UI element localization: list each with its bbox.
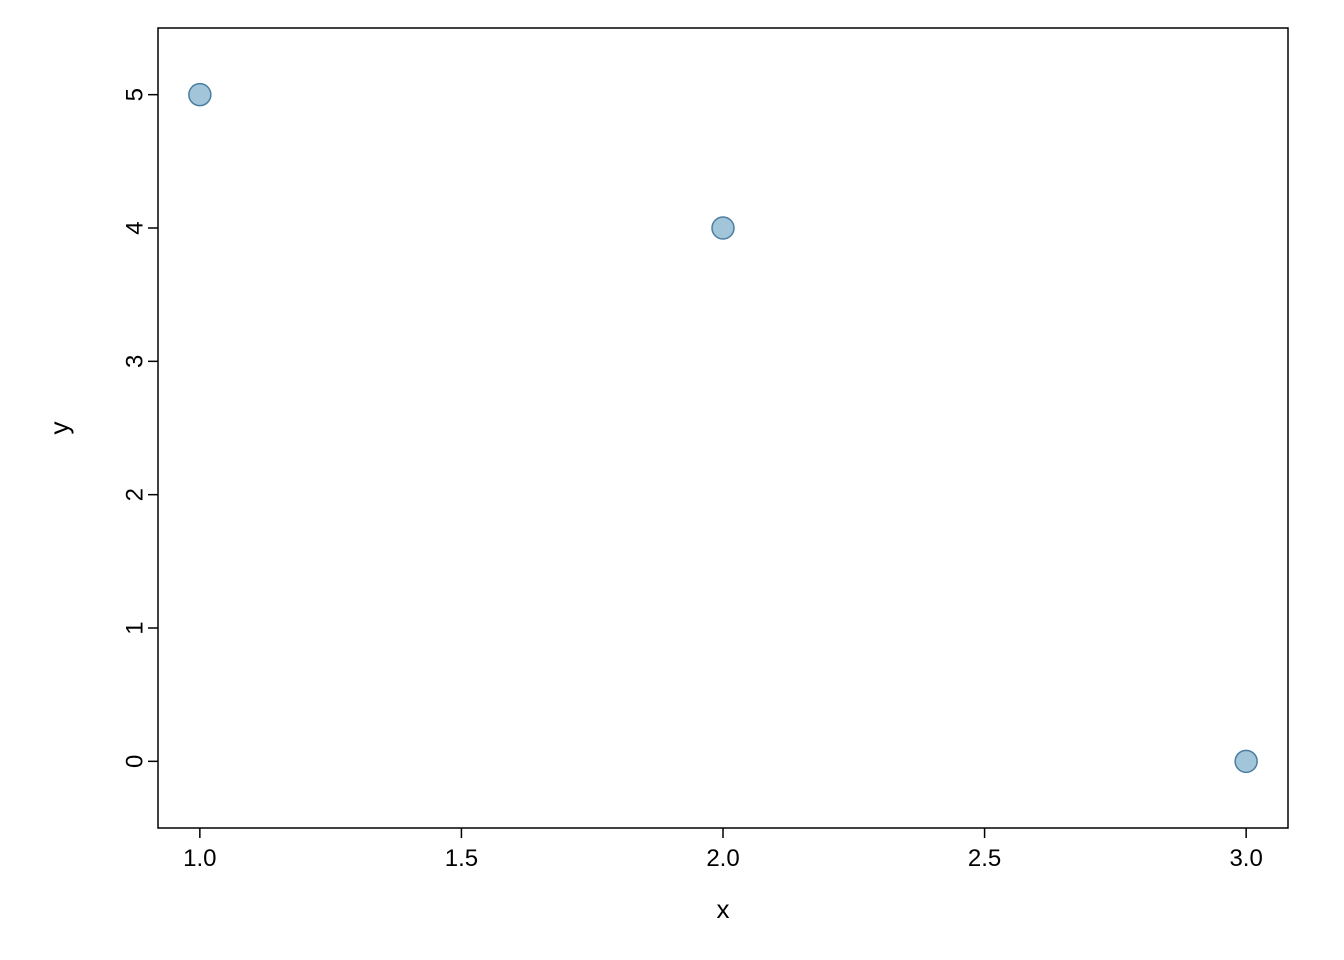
x-tick-label: 1.0 xyxy=(183,845,216,872)
data-point xyxy=(1235,750,1257,772)
y-tick-label: 2 xyxy=(121,488,148,501)
x-tick-label: 2.0 xyxy=(706,845,739,872)
data-point xyxy=(712,217,734,239)
y-axis-label: y xyxy=(44,422,74,435)
x-tick-label: 1.5 xyxy=(445,845,478,872)
y-tick-label: 5 xyxy=(121,88,148,101)
scatter-chart: 1.0 1.5 2.0 2.5 3.0 x 0 1 2 3 4 5 y xyxy=(0,0,1344,960)
x-tick-label: 3.0 xyxy=(1229,845,1262,872)
plot-border xyxy=(158,28,1288,828)
x-axis-label: x xyxy=(717,894,730,924)
data-point xyxy=(189,84,211,106)
x-tick-label: 2.5 xyxy=(968,845,1001,872)
chart-svg: 1.0 1.5 2.0 2.5 3.0 x 0 1 2 3 4 5 y xyxy=(0,0,1344,960)
y-tick-label: 0 xyxy=(121,755,148,768)
y-tick-label: 4 xyxy=(121,221,148,234)
y-tick-label: 1 xyxy=(121,621,148,634)
y-tick-label: 3 xyxy=(121,355,148,368)
